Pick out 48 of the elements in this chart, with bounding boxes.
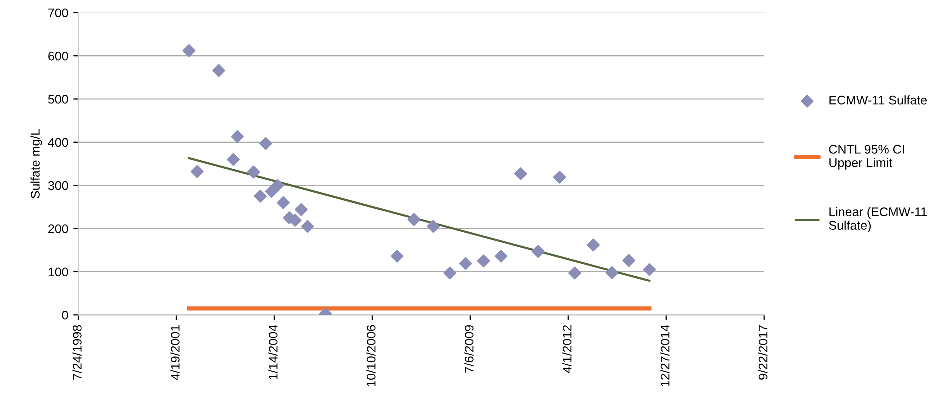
point [212,64,226,78]
point [553,170,566,184]
point [260,137,272,150]
point [643,263,656,276]
y-tick-label: 400 [48,138,68,148]
point [231,130,244,144]
point [265,185,278,198]
legend-label: ECMW-11 Sulfate [830,96,928,105]
y-tick-label: 0 [62,310,68,320]
x-tick-label: 4/1/2012 [562,325,572,374]
point [277,196,290,210]
y-axis-title: Sulfate mg/L [30,129,42,199]
point [408,213,421,226]
x-tick-label: 9/22/2017 [758,325,768,380]
point [390,250,404,263]
point [227,153,240,166]
y-tick-label: 500 [48,95,68,104]
point [532,245,545,258]
point [568,266,582,280]
y-tick-label: 300 [48,181,68,190]
point [622,254,636,268]
point [295,203,308,216]
y-tick-label: 100 [48,268,68,277]
y-tick-label: 600 [48,52,68,61]
point [271,179,284,192]
point [427,220,440,234]
legend-label: CNTL 95% CI Upper Limit [829,145,904,170]
point [514,168,528,180]
y-tick-label: 700 [48,8,68,18]
point [444,266,456,280]
point [459,257,472,270]
x-tick-label: 7/6/2009 [464,325,474,373]
point [587,238,600,252]
x-tick-label: 1/14/2004 [268,325,278,380]
x-tick-label: 4/19/2001 [170,325,180,380]
point [477,254,490,268]
x-tick-label: 7/24/1998 [72,325,82,380]
point [247,166,260,179]
point [301,220,314,234]
x-tick-label: 12/27/2014 [660,325,670,386]
point [494,250,508,263]
point [254,190,267,203]
point [182,44,196,58]
point [606,266,619,280]
x-tick-label: 10/10/2006 [366,325,376,386]
legend-label: Linear (ECMW-11 Sulfate) [829,207,927,232]
point [190,165,204,178]
y-tick-label: 200 [48,224,68,234]
